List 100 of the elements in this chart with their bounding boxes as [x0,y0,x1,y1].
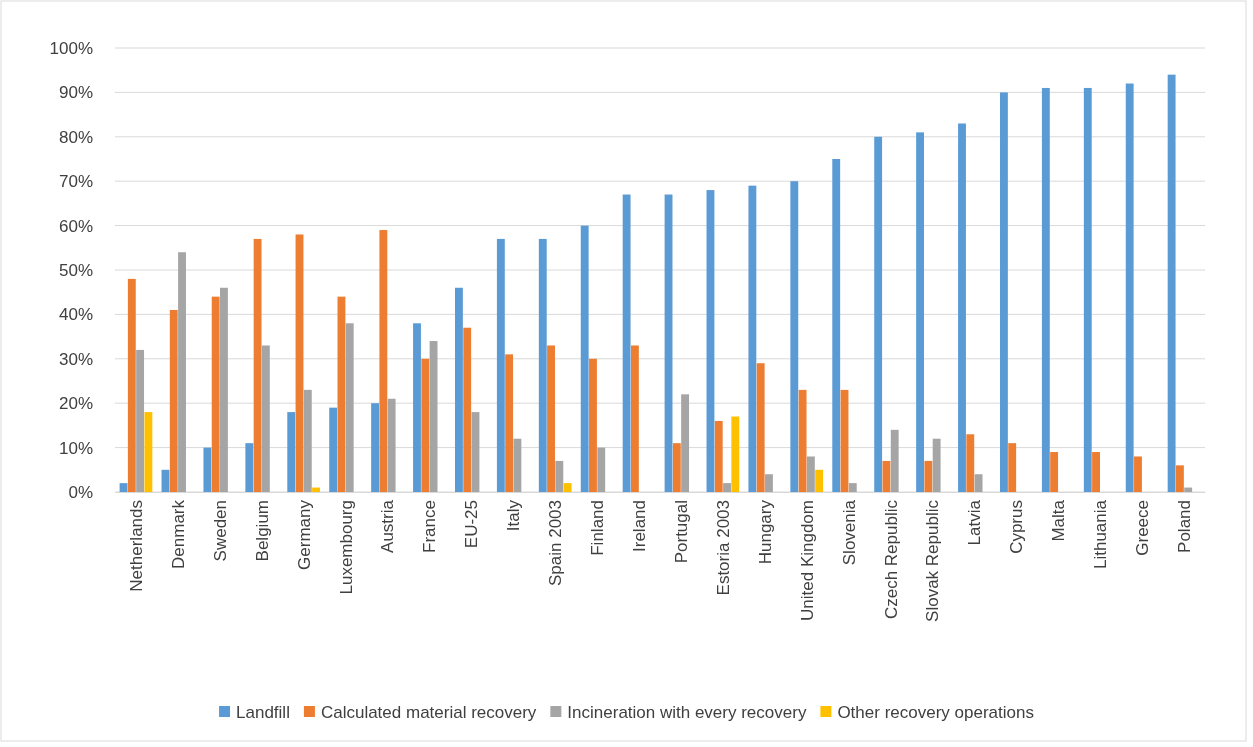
legend-label: Incineration with every recovery [567,702,807,722]
x-tick-label: Ireland [629,500,649,552]
x-tick-label: Germany [294,499,314,570]
bar [1184,487,1193,492]
bar [287,412,296,492]
x-tick-label: Luxembourg [336,500,356,595]
bar [371,403,380,492]
x-tick-label: Sweden [210,500,230,562]
x-tick-label: Latvia [965,499,985,546]
bar [622,194,631,492]
bar [413,323,421,492]
bar [303,389,312,492]
bar [555,460,564,492]
bar [874,136,883,492]
bar [547,345,555,492]
y-tick-label: 80% [58,127,93,147]
x-tick-label: Austria [378,499,398,553]
bar [832,159,841,492]
bar [1083,87,1092,492]
bar [974,474,983,492]
bar [714,420,723,492]
x-tick-label: Slovenia [839,499,859,566]
bar [144,412,153,492]
bar [756,363,765,492]
bar [958,123,966,492]
bar [672,443,681,492]
x-tick-label: Netherlands [126,500,146,592]
y-tick-label: 50% [58,260,93,280]
y-tick-label: 30% [58,349,93,369]
bar [127,278,136,492]
bar [119,483,128,492]
bar [589,358,597,492]
x-tick-label: Italy [504,499,524,532]
bar [798,389,807,492]
bar [220,287,228,492]
x-tick-label: Poland [1174,500,1194,553]
x-tick-label: Estoria 2003 [713,500,733,596]
bar [513,438,522,492]
legend-label: Other recovery operations [837,702,1034,722]
bar [1008,443,1017,492]
bar [580,225,589,492]
x-tick-label: United Kingdom [797,500,817,621]
x-tick-label: Cyprus [1007,500,1027,554]
bar [731,416,740,492]
bar [1125,83,1134,492]
y-tick-label: 20% [58,394,93,414]
bar [211,296,220,492]
bar [630,345,639,492]
bar [454,287,463,492]
y-tick-label: 90% [58,83,93,103]
y-tick-label: 100% [49,38,93,58]
bar [815,469,824,492]
y-tick-label: 0% [68,482,93,502]
bar [790,181,799,492]
bar [538,238,547,492]
bar [345,323,354,492]
bar [966,434,975,492]
bar [916,132,925,492]
x-tick-label: France [420,500,440,553]
bar [253,238,262,492]
bar [999,92,1008,492]
y-tick-label: 10% [58,438,93,458]
x-tick-label: Slovak Republic [923,499,943,622]
bar [563,483,572,492]
bar [748,185,757,492]
bar [169,309,178,492]
bar [1134,456,1142,492]
bar [203,447,212,492]
x-tick-label: EU-25 [462,500,482,549]
y-tick-label: 70% [58,172,93,192]
y-tick-label: 40% [58,305,93,325]
bar [387,398,396,492]
bar [1050,452,1059,492]
x-tick-label: Denmark [168,499,188,569]
bar [1092,452,1100,492]
x-tick-label: Belgium [252,500,272,562]
bar [312,487,321,492]
bar [1041,87,1050,492]
legend-label: Landfill [236,702,290,722]
x-tick-label: Greece [1133,500,1153,556]
bar [597,447,606,492]
x-tick-label: Hungary [755,499,775,565]
bar [1167,74,1176,492]
bar [681,394,690,492]
bar [806,456,815,492]
bar [890,429,899,492]
bar [1175,465,1184,492]
x-tick-label: Czech Republic [881,499,901,620]
bar [924,460,933,492]
bar [765,474,773,492]
x-tick-label: Lithuania [1091,499,1111,570]
y-tick-label: 60% [58,216,93,236]
x-tick-label: Malta [1049,499,1069,542]
legend-label: Calculated material recovery [320,702,537,722]
bar [261,345,270,492]
x-tick-label: Spain 2003 [546,500,566,587]
bar [505,354,514,492]
bar [379,230,388,492]
bar [496,238,505,492]
bar [848,483,857,492]
